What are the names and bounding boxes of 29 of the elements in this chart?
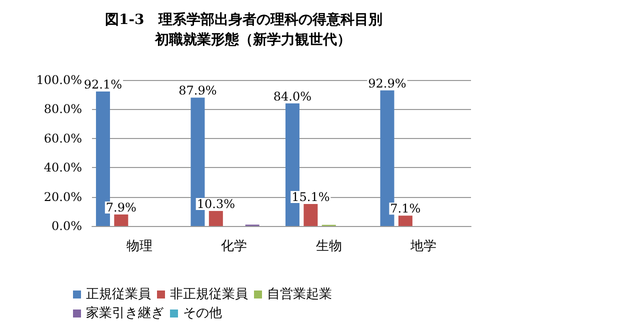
x-tick-label: 地学 (410, 239, 437, 254)
chart-subtitle: 初職就業形態（新学力観世代） (154, 31, 351, 48)
data-label: 87.9% (178, 84, 217, 98)
data-label: 7.9% (106, 200, 136, 214)
y-tick-label: 20.0% (44, 190, 82, 204)
legend-label: 正規従業員 (86, 287, 151, 302)
legend-label: 非正規従業員 (170, 287, 248, 302)
data-label: 7.1% (390, 202, 421, 216)
bar (208, 210, 223, 226)
legend-label: 自営業起業 (267, 287, 332, 302)
data-label: 10.3% (196, 196, 235, 211)
x-tick-label: 物理 (126, 239, 152, 254)
y-tick-label: 60.0% (44, 131, 82, 146)
chart-title: 図1-3 理系学部出身者の理科の得意科目別 (105, 11, 382, 28)
data-label: 92.1% (84, 78, 122, 92)
legend-label: 家業引き継ぎ (86, 305, 164, 321)
x-tick-label: 化学 (221, 239, 248, 254)
y-tick-label: 80.0% (44, 102, 82, 116)
y-tick-label: 40.0% (44, 160, 82, 175)
bar (304, 204, 318, 226)
data-label: 84.0% (273, 89, 312, 104)
legend-label: その他 (183, 306, 222, 321)
y-tick-label: 0.0% (52, 219, 82, 233)
y-tick-label: 100.0% (36, 73, 82, 87)
data-label: 15.1% (292, 190, 330, 204)
bar (114, 214, 128, 226)
x-tick-label: 生物 (316, 239, 342, 254)
data-label: 92.9% (368, 76, 406, 90)
bar (398, 216, 412, 226)
